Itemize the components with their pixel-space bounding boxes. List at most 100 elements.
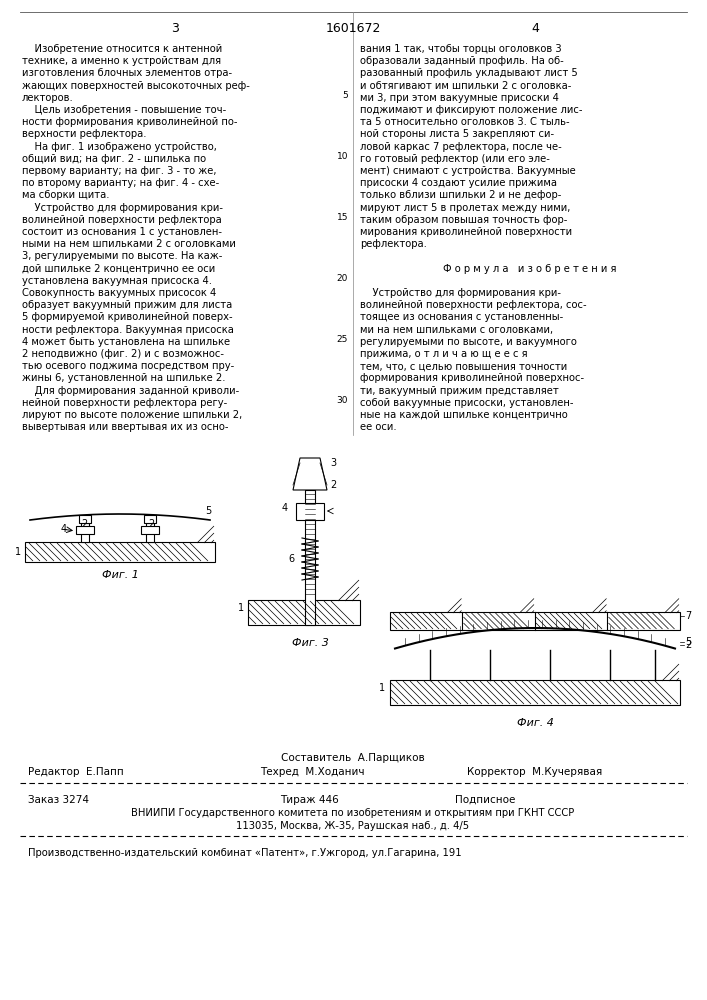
Text: 5: 5 <box>205 506 211 516</box>
Text: мируют лист 5 в пролетах между ними,: мируют лист 5 в пролетах между ними, <box>360 203 571 213</box>
Text: 20: 20 <box>337 274 348 283</box>
Text: жины 6, установленной на шпильке 2.: жины 6, установленной на шпильке 2. <box>22 373 226 383</box>
Text: ВНИИПИ Государственного комитета по изобретениям и открытиям при ГКНТ СССР: ВНИИПИ Государственного комитета по изоб… <box>132 808 575 818</box>
Text: Производственно-издательский комбинат «Патент», г.Ужгород, ул.Гагарина, 191: Производственно-издательский комбинат «П… <box>28 848 462 858</box>
Polygon shape <box>81 523 89 542</box>
Text: формирования криволинейной поверхнос-: формирования криволинейной поверхнос- <box>360 373 584 383</box>
Text: ее оси.: ее оси. <box>360 422 397 432</box>
Polygon shape <box>141 526 159 534</box>
Text: 4: 4 <box>61 524 67 534</box>
Polygon shape <box>144 515 156 523</box>
Text: лекторов.: лекторов. <box>22 93 74 103</box>
Text: ности рефлектора. Вакуумная присоска: ности рефлектора. Вакуумная присоска <box>22 325 234 335</box>
Text: первому варианту; на фиг. 3 - то же,: первому варианту; на фиг. 3 - то же, <box>22 166 216 176</box>
Text: Совокупность вакуумных присосок 4: Совокупность вакуумных присосок 4 <box>22 288 216 298</box>
Text: Заказ 3274: Заказ 3274 <box>28 795 89 805</box>
Polygon shape <box>296 503 324 520</box>
Text: рефлектора.: рефлектора. <box>360 239 427 249</box>
Text: общий вид; на фиг. 2 - шпилька по: общий вид; на фиг. 2 - шпилька по <box>22 154 206 164</box>
Text: образовали заданный профиль. На об-: образовали заданный профиль. На об- <box>360 56 563 66</box>
Text: 25: 25 <box>337 335 348 344</box>
Text: 113035, Москва, Ж-35, Раушская наб., д. 4/5: 113035, Москва, Ж-35, Раушская наб., д. … <box>236 821 469 831</box>
Text: Изобретение относится к антенной: Изобретение относится к антенной <box>22 44 222 54</box>
Text: поджимают и фиксируют положение лис-: поджимают и фиксируют положение лис- <box>360 105 583 115</box>
Text: состоит из основания 1 с установлен-: состоит из основания 1 с установлен- <box>22 227 222 237</box>
Text: Фиг. 3: Фиг. 3 <box>291 638 329 648</box>
Polygon shape <box>293 458 327 490</box>
Polygon shape <box>79 515 91 523</box>
Text: дой шпильке 2 концентрично ее оси: дой шпильке 2 концентрично ее оси <box>22 264 215 274</box>
Text: Для формирования заданной криволи-: Для формирования заданной криволи- <box>22 386 239 396</box>
Text: 4 может быть установлена на шпильке: 4 может быть установлена на шпильке <box>22 337 230 347</box>
Text: мент) снимают с устройства. Вакуумные: мент) снимают с устройства. Вакуумные <box>360 166 575 176</box>
Text: 15: 15 <box>337 213 348 222</box>
Text: Фиг. 4: Фиг. 4 <box>517 718 554 728</box>
Text: волинейной поверхности рефлектора, сос-: волинейной поверхности рефлектора, сос- <box>360 300 587 310</box>
Text: 2 неподвижно (фиг. 2) и с возможнос-: 2 неподвижно (фиг. 2) и с возможнос- <box>22 349 224 359</box>
Text: го готовый рефлектор (или его эле-: го готовый рефлектор (или его эле- <box>360 154 550 164</box>
Text: верхности рефлектора.: верхности рефлектора. <box>22 129 146 139</box>
Text: Фиг. 1: Фиг. 1 <box>102 570 139 580</box>
Text: изготовления блочных элементов отра-: изготовления блочных элементов отра- <box>22 68 232 78</box>
Text: тью осевого поджима посредством пру-: тью осевого поджима посредством пру- <box>22 361 234 371</box>
Text: 7: 7 <box>685 611 691 621</box>
Text: прижима, о т л и ч а ю щ е е с я: прижима, о т л и ч а ю щ е е с я <box>360 349 527 359</box>
Text: только вблизи шпильки 2 и не дефор-: только вблизи шпильки 2 и не дефор- <box>360 190 561 200</box>
Text: 3, регулируемыми по высоте. На каж-: 3, регулируемыми по высоте. На каж- <box>22 251 223 261</box>
Text: тоящее из основания с установленны-: тоящее из основания с установленны- <box>360 312 563 322</box>
Text: ма сборки щита.: ма сборки щита. <box>22 190 110 200</box>
Text: 4: 4 <box>282 503 288 513</box>
Text: Техред  М.Ходанич: Техред М.Ходанич <box>260 767 365 777</box>
Text: установлена вакуумная присоска 4.: установлена вакуумная присоска 4. <box>22 276 212 286</box>
Text: ные на каждой шпильке концентрично: ные на каждой шпильке концентрично <box>360 410 568 420</box>
Text: технике, а именно к устройствам для: технике, а именно к устройствам для <box>22 56 221 66</box>
Text: Тираж 446: Тираж 446 <box>280 795 339 805</box>
Text: 2: 2 <box>81 519 87 529</box>
Text: ными на нем шпильками 2 с оголовками: ными на нем шпильками 2 с оголовками <box>22 239 236 249</box>
Text: Устройство для формирования кри-: Устройство для формирования кри- <box>360 288 561 298</box>
Polygon shape <box>146 523 154 542</box>
Text: и обтягивают им шпильки 2 с оголовка-: и обтягивают им шпильки 2 с оголовка- <box>360 81 571 91</box>
Text: 1601672: 1601672 <box>325 21 380 34</box>
Text: 3: 3 <box>330 458 336 468</box>
Polygon shape <box>390 612 680 630</box>
Text: Составитель  А.Парщиков: Составитель А.Парщиков <box>281 753 425 763</box>
Text: образует вакуумный прижим для листа: образует вакуумный прижим для листа <box>22 300 233 310</box>
Text: регулируемыми по высоте, и вакуумного: регулируемыми по высоте, и вакуумного <box>360 337 577 347</box>
Text: та 5 относительно оголовков 3. С тыль-: та 5 относительно оголовков 3. С тыль- <box>360 117 570 127</box>
Text: 30: 30 <box>337 396 348 405</box>
Text: Устройство для формирования кри-: Устройство для формирования кри- <box>22 203 223 213</box>
Text: нейной поверхности рефлектора регу-: нейной поверхности рефлектора регу- <box>22 398 227 408</box>
Text: 5: 5 <box>685 637 691 647</box>
Text: ной стороны листа 5 закрепляют си-: ной стороны листа 5 закрепляют си- <box>360 129 554 139</box>
Text: 10: 10 <box>337 152 348 161</box>
Text: разованный профиль укладывают лист 5: разованный профиль укладывают лист 5 <box>360 68 578 78</box>
Text: ловой каркас 7 рефлектора, после че-: ловой каркас 7 рефлектора, после че- <box>360 142 562 152</box>
Text: 2: 2 <box>685 640 691 650</box>
Text: жающих поверхностей высокоточных реф-: жающих поверхностей высокоточных реф- <box>22 81 250 91</box>
Text: 5: 5 <box>342 91 348 100</box>
Text: ми на нем шпильками с оголовками,: ми на нем шпильками с оголовками, <box>360 325 553 335</box>
Text: волинейной поверхности рефлектора: волинейной поверхности рефлектора <box>22 215 222 225</box>
Text: тем, что, с целью повышения точности: тем, что, с целью повышения точности <box>360 361 567 371</box>
Polygon shape <box>248 600 360 625</box>
Polygon shape <box>25 542 215 562</box>
Text: 2: 2 <box>330 480 337 490</box>
Text: ти, вакуумный прижим представляет: ти, вакуумный прижим представляет <box>360 386 559 396</box>
Polygon shape <box>390 680 680 705</box>
Text: 5 формируемой криволинейной поверх-: 5 формируемой криволинейной поверх- <box>22 312 233 322</box>
Text: 1: 1 <box>238 603 244 613</box>
Text: На фиг. 1 изображено устройство,: На фиг. 1 изображено устройство, <box>22 142 217 152</box>
Text: вания 1 так, чтобы торцы оголовков 3: вания 1 так, чтобы торцы оголовков 3 <box>360 44 561 54</box>
Text: присоски 4 создают усилие прижима: присоски 4 создают усилие прижима <box>360 178 557 188</box>
Text: 3: 3 <box>171 21 179 34</box>
Text: по второму варианту; на фиг. 4 - схе-: по второму варианту; на фиг. 4 - схе- <box>22 178 219 188</box>
Text: Подписное: Подписное <box>455 795 515 805</box>
Polygon shape <box>76 526 94 534</box>
Text: Цель изобретения - повышение точ-: Цель изобретения - повышение точ- <box>22 105 226 115</box>
Text: 1: 1 <box>15 547 21 557</box>
Text: вывертывая или ввертывая их из осно-: вывертывая или ввертывая их из осно- <box>22 422 228 432</box>
Text: 2: 2 <box>148 519 154 529</box>
Text: Редактор  Е.Папп: Редактор Е.Папп <box>28 767 124 777</box>
Text: 6: 6 <box>289 554 295 564</box>
